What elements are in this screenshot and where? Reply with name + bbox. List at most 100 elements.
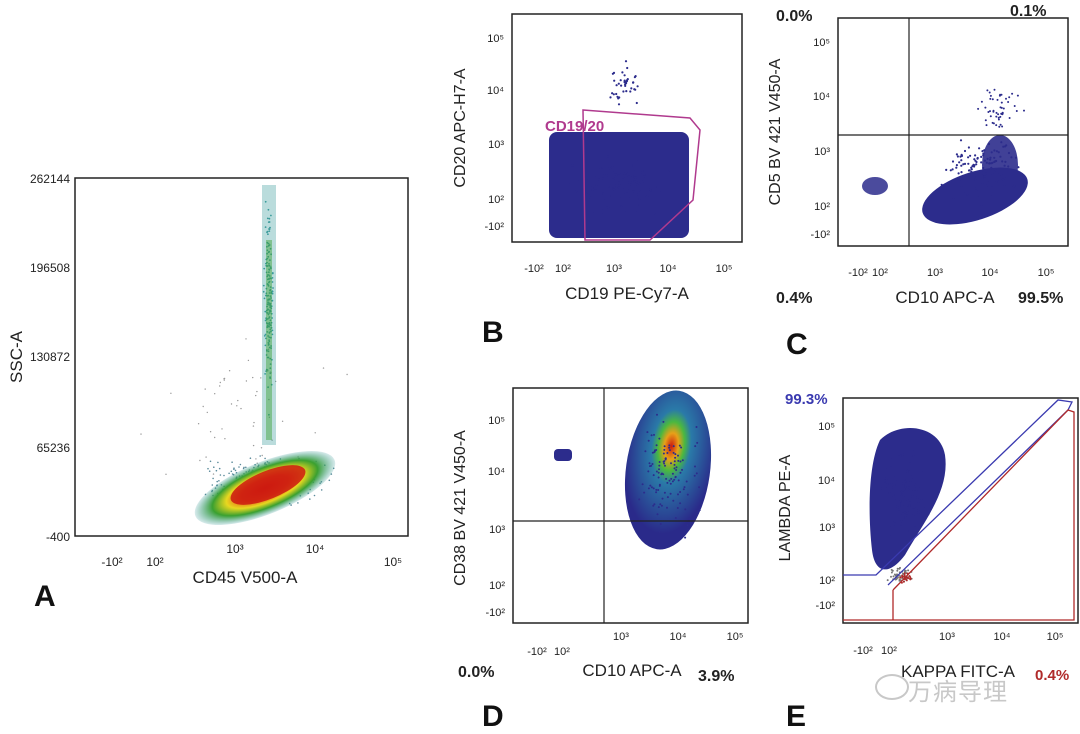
- event-dot: [668, 479, 671, 482]
- panel-b-xtick-label: 10⁵: [716, 263, 733, 275]
- event-dot: [267, 285, 270, 287]
- event-dot: [673, 460, 676, 463]
- panel-d-ytick-label: -10²: [485, 607, 505, 619]
- event-dot: [626, 66, 629, 70]
- panel-c-y-ticks: 10⁵ 10⁴ 10³ 10² -10²: [810, 37, 830, 241]
- event-dot: [967, 162, 970, 165]
- event-dot: [1005, 97, 1007, 100]
- event-dot: [606, 171, 609, 174]
- event-dot: [986, 179, 990, 182]
- event-dot: [975, 160, 978, 164]
- event-dot: [619, 205, 623, 209]
- event-dot: [268, 281, 270, 284]
- event-dot: [268, 230, 271, 233]
- event-dot: [981, 150, 984, 153]
- event-dot: [615, 84, 618, 87]
- event-dot: [627, 181, 631, 184]
- panel-e-ytick-label: 10⁴: [818, 475, 835, 487]
- event-dot: [674, 453, 677, 456]
- event-dot: [888, 525, 891, 529]
- event-dot: [896, 567, 899, 570]
- event-dot: [270, 327, 273, 329]
- panel-a-x-ticks: -10² 10² 10³ 10⁴ 10⁵: [101, 542, 402, 569]
- event-dot: [911, 509, 915, 512]
- event-dot: [262, 284, 265, 287]
- event-dot: [270, 214, 272, 217]
- panel-a-xtick-label: 10³: [226, 542, 243, 556]
- event-dot: [297, 502, 299, 504]
- event-dot: [634, 162, 637, 165]
- panel-c-xtick-label: 10⁴: [982, 267, 999, 279]
- event-dot: [973, 185, 976, 188]
- event-dot: [266, 261, 268, 264]
- panel-d-q-lower-left: 0.0%: [458, 664, 494, 681]
- event-dot: [964, 190, 967, 193]
- event-dot: [908, 484, 911, 487]
- event-dot: [270, 307, 273, 310]
- event-dot: [881, 487, 884, 490]
- event-dot: [266, 274, 269, 276]
- event-dot: [1000, 101, 1003, 104]
- event-dot: [212, 477, 214, 480]
- event-dot: [695, 472, 698, 475]
- event-dot: [270, 330, 272, 333]
- event-dot: [233, 468, 235, 471]
- event-dot: [205, 456, 207, 458]
- event-dot: [904, 508, 907, 511]
- event-dot: [898, 495, 901, 498]
- event-dot: [995, 180, 998, 183]
- event-dot: [617, 82, 620, 85]
- event-dot: [993, 156, 996, 159]
- event-dot: [619, 79, 622, 82]
- event-dot: [898, 578, 901, 581]
- event-dot: [609, 211, 613, 214]
- event-dot: [630, 183, 633, 186]
- event-dot: [632, 164, 635, 167]
- event-dot: [891, 486, 894, 489]
- event-dot: [899, 454, 902, 457]
- panel-b-ytick-label: 10²: [488, 194, 504, 206]
- event-dot: [686, 524, 689, 527]
- event-dot: [981, 197, 984, 200]
- panel-b-ytick-label: 10³: [488, 139, 504, 151]
- event-dot: [616, 187, 619, 190]
- event-dot: [630, 87, 633, 90]
- event-dot: [624, 172, 627, 175]
- event-dot: [1010, 156, 1013, 159]
- event-dot: [622, 175, 625, 179]
- event-dot: [266, 257, 269, 260]
- event-dot: [267, 242, 270, 245]
- event-dot: [281, 420, 284, 422]
- event-dot: [685, 480, 688, 483]
- event-dot: [265, 368, 268, 371]
- event-dot: [909, 473, 913, 476]
- event-dot: [613, 171, 616, 174]
- event-dot: [972, 163, 975, 166]
- panel-a-x-axis-label: CD45 V500-A: [193, 568, 299, 587]
- panel-d-xtick-label: 10²: [554, 646, 570, 658]
- panel-a-xtick-label: 10²: [146, 555, 163, 569]
- event-dot: [904, 516, 907, 519]
- event-dot: [978, 147, 981, 150]
- event-dot: [1003, 172, 1006, 175]
- event-dot: [270, 305, 273, 308]
- event-dot: [622, 90, 625, 93]
- panel-letter-a: A: [34, 580, 56, 613]
- event-dot: [602, 213, 605, 216]
- event-dot: [614, 177, 617, 180]
- panel-b-x-axis-label: CD19 PE-Cy7-A: [565, 284, 689, 303]
- event-dot: [684, 536, 687, 539]
- event-dot: [266, 275, 269, 278]
- event-dot: [1015, 110, 1018, 112]
- event-dot: [687, 528, 690, 531]
- event-dot: [901, 453, 904, 456]
- panel-e-x-ticks: -10² 10² 10³ 10⁴ 10⁵: [853, 631, 1063, 657]
- event-dot: [902, 503, 906, 506]
- event-dot: [668, 444, 671, 447]
- event-dot: [268, 275, 271, 277]
- event-dot: [1000, 179, 1003, 182]
- panel-d-x-axis-label: CD10 APC-A: [582, 661, 682, 680]
- event-dot: [617, 103, 621, 106]
- event-dot: [636, 85, 639, 88]
- event-dot: [985, 124, 988, 127]
